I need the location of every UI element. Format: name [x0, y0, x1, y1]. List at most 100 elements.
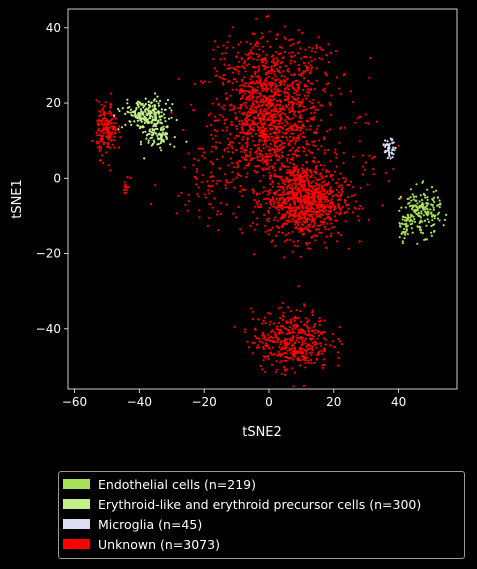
scatter-point — [161, 131, 164, 134]
scatter-point — [246, 137, 249, 140]
scatter-point — [427, 212, 430, 215]
scatter-point — [283, 222, 286, 225]
scatter-point — [270, 122, 273, 125]
scatter-point — [201, 173, 204, 177]
scatter-point — [425, 202, 428, 205]
scatter-point — [269, 188, 272, 191]
scatter-point — [419, 231, 423, 234]
scatter-point — [328, 217, 331, 220]
scatter-point — [293, 153, 296, 156]
scatter-point — [390, 139, 393, 142]
scatter-point — [284, 339, 287, 342]
scatter-point — [271, 185, 274, 188]
scatter-point — [114, 117, 117, 120]
scatter-point — [252, 88, 255, 91]
scatter-point — [140, 110, 143, 113]
scatter-point — [267, 135, 270, 138]
scatter-point — [422, 180, 425, 183]
scatter-point — [314, 329, 317, 332]
scatter-point — [261, 35, 264, 38]
scatter-point — [308, 332, 311, 336]
scatter-point — [403, 223, 406, 226]
scatter-point — [320, 192, 324, 195]
scatter-point — [356, 215, 359, 218]
scatter-point — [305, 97, 308, 100]
scatter-point — [319, 104, 322, 107]
scatter-point — [313, 88, 316, 91]
scatter-point — [416, 208, 419, 211]
scatter-point — [260, 121, 263, 124]
scatter-point — [261, 334, 264, 337]
scatter-point — [330, 222, 333, 225]
scatter-point — [306, 247, 309, 250]
scatter-point — [281, 231, 284, 234]
scatter-point — [241, 147, 244, 150]
scatter-point — [309, 230, 312, 233]
scatter-point — [119, 136, 122, 139]
scatter-point — [302, 168, 305, 171]
scatter-point — [234, 118, 237, 121]
scatter-point — [250, 109, 253, 112]
scatter-point — [398, 197, 401, 200]
scatter-point — [392, 141, 395, 144]
scatter-point — [288, 101, 291, 104]
scatter-point — [250, 135, 254, 138]
scatter-point — [243, 132, 246, 135]
scatter-point — [268, 146, 271, 149]
scatter-point — [371, 157, 374, 160]
scatter-point — [95, 99, 98, 102]
scatter-point — [305, 108, 308, 111]
scatter-point — [272, 203, 275, 206]
scatter-point — [346, 183, 349, 187]
scatter-point — [148, 121, 151, 124]
scatter-point — [111, 143, 115, 146]
scatter-point — [108, 146, 111, 149]
scatter-point — [281, 57, 284, 60]
scatter-point — [325, 217, 328, 220]
scatter-point — [284, 25, 287, 28]
scatter-point — [147, 109, 151, 112]
scatter-point — [291, 85, 294, 88]
scatter-point — [280, 162, 283, 165]
scatter-point — [426, 210, 429, 214]
legend: Endothelial cells (n=219) Erythroid-like… — [58, 471, 465, 559]
scatter-point — [244, 118, 247, 121]
scatter-point — [300, 344, 303, 347]
scatter-point — [388, 153, 391, 156]
scatter-point — [245, 149, 248, 152]
scatter-point — [215, 70, 218, 73]
scatter-point — [282, 186, 285, 189]
scatter-point — [418, 225, 421, 228]
scatter-point — [325, 235, 328, 238]
scatter-point — [254, 132, 257, 135]
scatter-point — [334, 219, 337, 222]
scatter-point — [274, 336, 277, 339]
scatter-point — [361, 207, 364, 210]
scatter-point — [328, 192, 331, 195]
scatter-point — [256, 45, 259, 48]
scatter-point — [309, 189, 312, 192]
scatter-point — [405, 219, 408, 222]
scatter-point — [97, 119, 100, 122]
scatter-point — [436, 196, 439, 199]
scatter-point — [295, 226, 298, 229]
scatter-point — [304, 213, 307, 216]
scatter-point — [341, 205, 344, 208]
scatter-point — [279, 66, 282, 69]
scatter-point — [281, 61, 284, 64]
scatter-point — [311, 311, 314, 314]
scatter-point — [261, 368, 264, 371]
scatter-point — [239, 174, 243, 177]
scatter-point — [295, 154, 298, 157]
scatter-point — [322, 337, 325, 340]
scatter-point — [324, 90, 327, 93]
scatter-point — [296, 227, 300, 231]
scatter-point — [240, 56, 243, 60]
scatter-point — [284, 373, 287, 376]
scatter-point — [295, 98, 298, 101]
scatter-point — [283, 88, 286, 91]
scatter-point — [254, 111, 257, 114]
scatter-point — [293, 60, 297, 63]
scatter-point — [336, 231, 340, 234]
scatter-point — [335, 165, 338, 168]
